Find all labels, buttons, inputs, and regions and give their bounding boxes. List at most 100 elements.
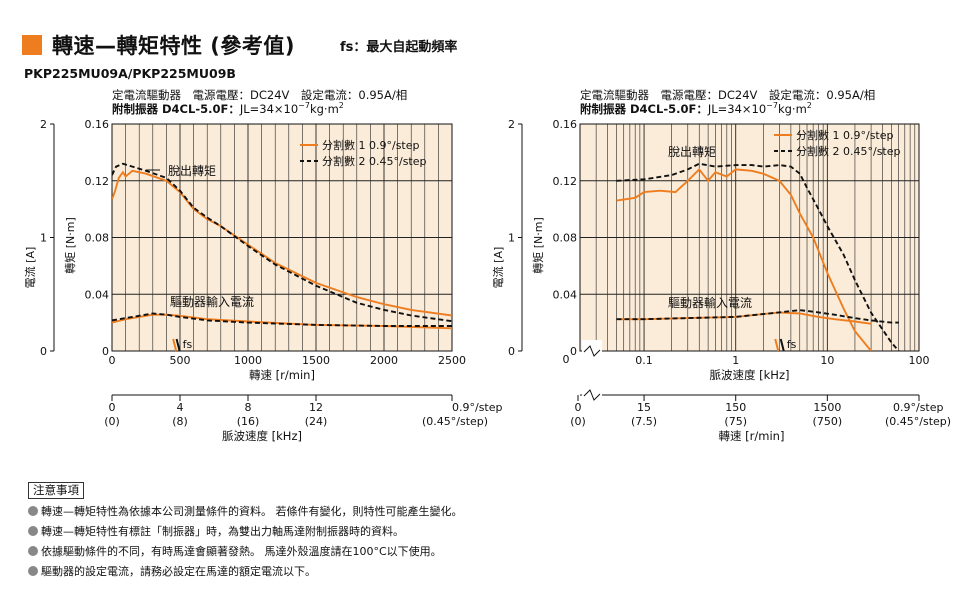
chart2-xtick-label: 10: [820, 354, 834, 367]
info-line-1: 定電流驅動器 電源電壓：DC24V 設定電流：0.95A/相: [580, 88, 875, 102]
chart2-ytick-label: 0: [570, 345, 577, 358]
chart2-driver-label: 驅動器輸入電流: [668, 295, 752, 310]
header-square-icon: [22, 35, 42, 55]
chart1-ytick-label: 0.04: [85, 288, 110, 301]
note-text: 依據驅動條件的不同，有時馬達會顯著發熱。 馬達外殼溫度請在100°C以下使用。: [41, 545, 442, 558]
chart1-subaxis-end-label: 0.9°/step: [452, 401, 503, 414]
page-title: 轉速—轉矩特性 (參考值): [52, 34, 296, 58]
chart1-current-axis-label: 電流 [A]: [23, 247, 37, 289]
chart1-xtick-label: 1000: [234, 354, 262, 367]
chart1-xtick-label: 1500: [302, 354, 330, 367]
chart1-subaxis-label: 12: [309, 401, 323, 414]
notes-section: 注意事項 轉速—轉矩特性為依據本公司測量條件的資料。 若條件有變化，則特性可能產…: [28, 481, 463, 582]
chart2-torque-line: [616, 162, 900, 351]
note-text: 轉速—轉矩特性有標註「制振器」時，為雙出力軸馬達附制振器時的資料。: [41, 525, 404, 538]
chart2-legend-label-2: 分割數 2 0.45°/step: [796, 144, 901, 158]
chart1-xtick-label: 0: [109, 354, 116, 367]
chart1-subaxis-end-sublabel: (0.45°/step): [422, 415, 488, 428]
chart1-ytick-label: 0: [102, 345, 109, 358]
chart2-ytick-label: 0.12: [553, 175, 578, 188]
chart1-torque-line: [112, 169, 452, 317]
chart1-subaxis-sublabel: (24): [305, 415, 328, 428]
note-text: 驅動器的設定電流，請務必設定在馬達的額定電流以下。: [41, 565, 316, 578]
chart2-x-axis-title: 脈波速度 [kHz]: [710, 368, 790, 382]
chart1-legend-label-1: 分割數 1 0.9°/step: [322, 138, 420, 152]
chart2-subaxis-break: [583, 389, 601, 401]
chart2-fs-marker: [779, 338, 785, 352]
chart2-torque-axis-label: 轉矩 [N·m]: [532, 217, 545, 274]
chart2-current-axis-label: 電流 [A]: [491, 247, 505, 289]
chart2-subaxis-end-label: 0.9°/step: [893, 401, 944, 414]
chart1-y2tick-label: 2: [40, 118, 47, 131]
chart2-y2tick-label: 2: [508, 118, 515, 131]
chart1-subaxis-title: 脈波速度 [kHz]: [222, 429, 302, 443]
chart1-subaxis-sublabel: (16): [237, 415, 260, 428]
chart2-y2tick-label: 1: [508, 232, 515, 245]
info-line-2: 附制振器 D4CL-5.0F：JL=34×10−7kg·m2: [580, 101, 812, 116]
chart2-ytick-label: 0.08: [553, 232, 578, 245]
note-item: 轉速—轉矩特性為依據本公司測量條件的資料。 若條件有變化，則特性可能產生變化。: [28, 502, 463, 522]
chart2-current-line: [616, 309, 899, 324]
chart1-driver-label: 驅動器輸入電流: [170, 294, 254, 309]
info-line-2: 附制振器 D4CL-5.0F：JL=34×10−7kg·m2: [112, 101, 344, 116]
chart1-fs-marker: [172, 338, 178, 352]
chart1-pullout-label: 脫出轉矩: [168, 163, 216, 178]
chart2-torque-line: [616, 167, 872, 351]
chart1-ytick-label: 0.12: [85, 175, 110, 188]
chart1-current-line: [112, 312, 452, 327]
chart2-subaxis-end-sublabel: (0.45°/step): [885, 415, 951, 428]
chart2-subaxis-sublabel: (0): [570, 415, 586, 428]
notes-title: 注意事項: [28, 482, 84, 499]
chart2-subaxis-label: 150: [725, 401, 746, 414]
chart2-fs-label: fs: [787, 338, 797, 351]
chart2-xtick-label: 100: [909, 354, 930, 367]
bullet-icon: [28, 506, 38, 516]
fs-note: fs：最大自起動頻率: [340, 40, 458, 55]
chart2-plot-frame: [579, 123, 920, 352]
chart1-subaxis-label: 8: [245, 401, 252, 414]
chart2-subaxis-sublabel: (75): [724, 415, 747, 428]
note-item: 轉速—轉矩特性有標註「制振器」時，為雙出力軸馬達附制振器時的資料。: [28, 522, 463, 542]
chart1-xtick-label: 500: [170, 354, 191, 367]
chart1-torque-axis-label: 轉矩 [N·m]: [64, 217, 77, 274]
chart2-subaxis-label: 0: [575, 401, 582, 414]
chart1-legend-label-2: 分割數 2 0.45°/step: [322, 154, 427, 168]
bullet-icon: [28, 546, 38, 556]
chart1-fs-marker: [175, 338, 181, 352]
chart2-y2tick-label: 0: [508, 345, 515, 358]
bullet-icon: [28, 526, 38, 536]
chart1-ytick-label: 0.16: [85, 118, 110, 131]
chart2-legend-label-1: 分割數 1 0.9°/step: [796, 128, 894, 142]
chart2-subaxis-sublabel: (7.5): [631, 415, 657, 428]
chart1-y2tick-label: 0: [40, 345, 47, 358]
chart1-xtick-label: 2000: [370, 354, 398, 367]
note-item: 驅動器的設定電流，請務必設定在馬達的額定電流以下。: [28, 562, 463, 582]
chart2-axis-break: [583, 345, 601, 357]
chart1-ytick-label: 0.08: [85, 232, 110, 245]
chart2-subaxis-title: 轉速 [r/min]: [719, 429, 785, 443]
info-line-1: 定電流驅動器 電源電壓：DC24V 設定電流：0.95A/相: [112, 88, 407, 102]
chart2-xtick-label: 0.1: [635, 354, 653, 367]
chart1-x-axis-title: 轉速 [r/min]: [249, 368, 315, 382]
chart2-subaxis-sublabel: (750): [813, 415, 843, 428]
note-text: 轉速—轉矩特性為依據本公司測量條件的資料。 若條件有變化，則特性可能產生變化。: [41, 505, 463, 518]
note-item: 依據驅動條件的不同，有時馬達會顯著發熱。 馬達外殼溫度請在100°C以下使用。: [28, 542, 463, 562]
chart2-fs-marker: [774, 338, 780, 352]
chart1-subaxis-sublabel: (0): [104, 415, 120, 428]
chart2-ytick-label: 0.04: [553, 288, 578, 301]
chart2-ytick-label: 0.16: [553, 118, 578, 131]
chart1-y2tick-label: 1: [40, 232, 47, 245]
chart1-subaxis-sublabel: (8): [172, 415, 188, 428]
chart1-fs-label: fs: [183, 338, 193, 351]
bullet-icon: [28, 566, 38, 576]
chart1-xtick-label: 2500: [438, 354, 466, 367]
model-name: PKP225MU09A/PKP225MU09B: [24, 66, 236, 81]
chart2-origin-label: 0: [563, 353, 570, 366]
chart2-subaxis-label: 1500: [813, 401, 841, 414]
chart2-subaxis-label: 15: [637, 401, 651, 414]
chart2-pullout-label: 脫出轉矩: [668, 144, 716, 159]
chart1-subaxis-label: 4: [177, 401, 184, 414]
chart2-xtick-label: 1: [732, 354, 739, 367]
chart1-subaxis-label: 0: [109, 401, 116, 414]
